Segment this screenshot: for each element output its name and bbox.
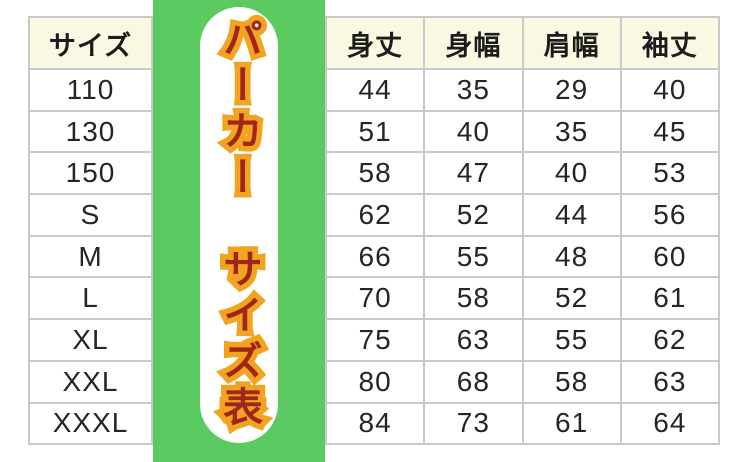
table-cell: 84: [327, 403, 424, 444]
table-cell: 55: [425, 236, 522, 277]
column-header-body-length: 身丈: [327, 18, 424, 68]
size-row-label: S: [30, 195, 151, 235]
table-cell: 52: [425, 195, 522, 235]
table-cell: 40: [425, 111, 522, 152]
table-cell: 66: [327, 236, 424, 277]
table-cell: 60: [621, 236, 718, 277]
column-header-shoulder-width: 肩幅: [523, 18, 620, 68]
table-cell: 35: [425, 70, 522, 110]
table-cell: 75: [327, 320, 424, 360]
table-cell: 63: [621, 361, 718, 402]
table-cell: 48: [523, 236, 620, 277]
table-cell: 56: [621, 195, 718, 235]
table-cell: 73: [425, 403, 522, 444]
table-cell: 64: [621, 403, 718, 444]
size-row-label: L: [30, 278, 151, 319]
measurement-table: 身丈 身幅 肩幅 袖丈 44 35 29 40 51 40 35 45 58 4…: [325, 16, 720, 446]
table-cell: 68: [425, 361, 522, 402]
table-cell: 52: [523, 278, 620, 319]
table-cell: 58: [327, 153, 424, 194]
vertical-title: パーカー サイズ表 パーカー サイズ表: [212, 13, 267, 438]
table-cell: 45: [621, 111, 718, 152]
table-cell: 51: [327, 111, 424, 152]
vertical-title-outline: パーカー サイズ表: [212, 13, 267, 438]
table-cell: 61: [621, 278, 718, 319]
size-row-label: M: [30, 236, 151, 277]
vertical-title-text: パーカー サイズ表: [217, 18, 261, 432]
table-cell: 44: [327, 70, 424, 110]
table-cell: 80: [327, 361, 424, 402]
table-cell: 58: [425, 278, 522, 319]
table-cell: 40: [523, 153, 620, 194]
table-cell: 61: [523, 403, 620, 444]
table-cell: 58: [523, 361, 620, 402]
green-banner: パーカー サイズ表 パーカー サイズ表: [153, 0, 325, 462]
column-header-body-width: 身幅: [425, 18, 522, 68]
size-row-label: XXL: [30, 361, 151, 402]
table-cell: 53: [621, 153, 718, 194]
size-label-table: サイズ 110 130 150 S M L XL XXL XXXL: [28, 16, 153, 446]
table-cell: 29: [523, 70, 620, 110]
column-header-sleeve-length: 袖丈: [621, 18, 718, 68]
table-cell: 55: [523, 320, 620, 360]
table-cell: 62: [327, 195, 424, 235]
table-cell: 47: [425, 153, 522, 194]
size-row-label: 130: [30, 111, 151, 152]
title-pill: パーカー サイズ表 パーカー サイズ表: [200, 7, 278, 443]
table-cell: 70: [327, 278, 424, 319]
table-cell: 63: [425, 320, 522, 360]
table-cell: 40: [621, 70, 718, 110]
size-row-label: 110: [30, 70, 151, 110]
table-cell: 35: [523, 111, 620, 152]
table-cell: 62: [621, 320, 718, 360]
size-row-label: 150: [30, 153, 151, 194]
table-cell: 44: [523, 195, 620, 235]
size-row-label: XL: [30, 320, 151, 360]
size-row-label: XXXL: [30, 403, 151, 444]
size-column-header: サイズ: [30, 18, 151, 68]
